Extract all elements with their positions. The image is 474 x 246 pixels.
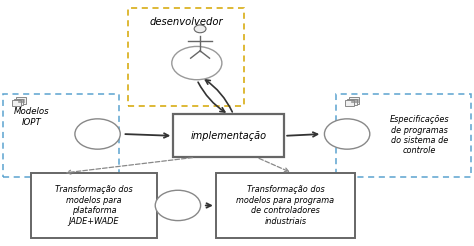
Bar <box>14 99 23 105</box>
Bar <box>349 97 359 104</box>
FancyBboxPatch shape <box>216 173 355 238</box>
FancyBboxPatch shape <box>31 173 156 238</box>
Ellipse shape <box>172 46 222 80</box>
Ellipse shape <box>75 119 120 149</box>
FancyBboxPatch shape <box>3 94 119 177</box>
Text: desenvolvedor: desenvolvedor <box>149 16 223 27</box>
Bar <box>11 100 21 106</box>
FancyBboxPatch shape <box>173 114 284 157</box>
Ellipse shape <box>155 190 201 221</box>
Ellipse shape <box>324 119 370 149</box>
Text: Modelos
IOPT: Modelos IOPT <box>14 107 49 127</box>
FancyBboxPatch shape <box>336 94 471 177</box>
Text: implementação: implementação <box>191 131 267 141</box>
Bar <box>16 97 26 104</box>
Ellipse shape <box>194 25 206 33</box>
FancyBboxPatch shape <box>128 8 244 106</box>
Bar <box>345 100 354 106</box>
Bar <box>347 99 356 105</box>
Text: Transformação dos
modelos para programa
de controladores
industriais: Transformação dos modelos para programa … <box>237 185 335 226</box>
Text: Transformação dos
modelos para
plataforma
JADE+WADE: Transformação dos modelos para plataform… <box>55 185 133 226</box>
Text: Especificações
de programas
do sistema de
controle: Especificações de programas do sistema d… <box>390 115 449 155</box>
